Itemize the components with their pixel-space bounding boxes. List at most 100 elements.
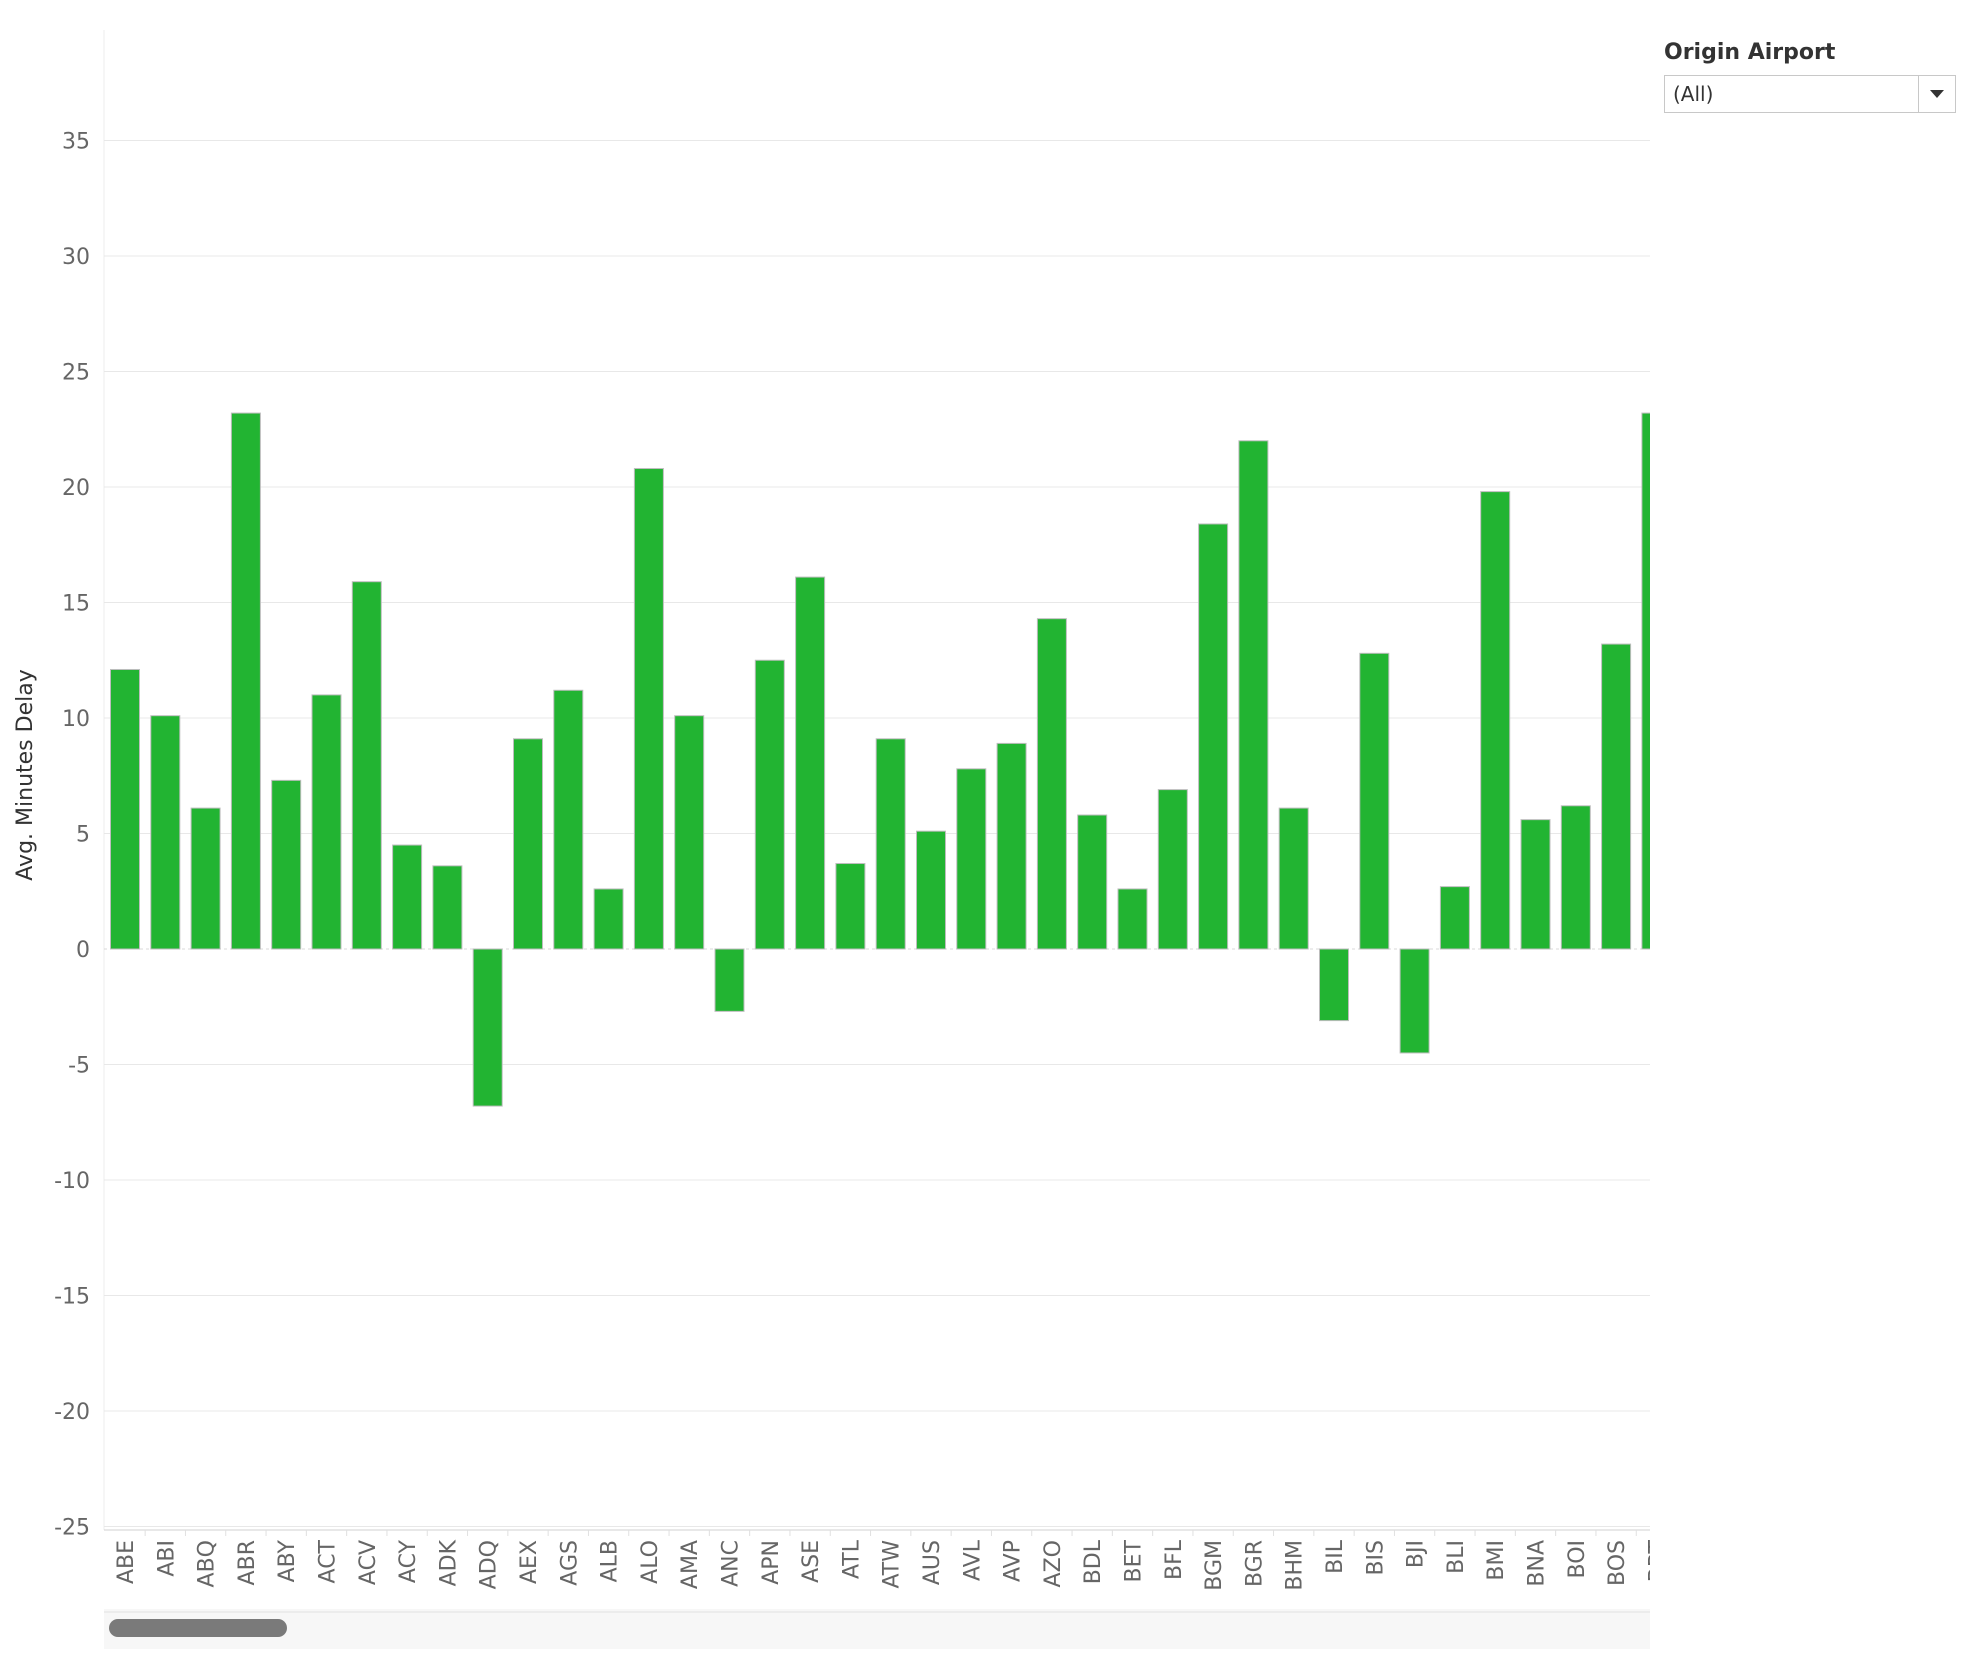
bar-act[interactable] bbox=[311, 694, 342, 950]
x-tick-label: AEX bbox=[517, 1540, 542, 1584]
bar-bet[interactable] bbox=[1117, 888, 1148, 950]
y-tick-label: -20 bbox=[54, 1400, 90, 1425]
x-tick-label: ADQ bbox=[477, 1540, 502, 1589]
y-tick-label: 30 bbox=[62, 245, 90, 270]
bar-bos[interactable] bbox=[1601, 643, 1632, 950]
x-tick-label: BGM bbox=[1202, 1540, 1227, 1591]
y-axis-title: Avg. Minutes Delay bbox=[13, 669, 38, 880]
y-tick-label: 25 bbox=[62, 361, 90, 386]
x-tick-label: BIS bbox=[1363, 1540, 1388, 1576]
x-axis: ABE ABI ABQ ABR ABY ACT ACV ACY ADK ADQ AEX AGS ALB A… bbox=[104, 1529, 1670, 1591]
x-tick-label: AUS bbox=[920, 1540, 945, 1585]
bar-abi[interactable] bbox=[150, 715, 181, 950]
y-tick-label: 0 bbox=[76, 938, 90, 963]
y-tick-label: -25 bbox=[54, 1516, 90, 1541]
y-tick-label: -15 bbox=[54, 1285, 90, 1310]
x-tick-label: BOS bbox=[1605, 1540, 1630, 1586]
bar-alo[interactable] bbox=[633, 468, 664, 950]
bar-alb[interactable] bbox=[593, 888, 624, 950]
x-tick-label: BNA bbox=[1525, 1540, 1550, 1587]
bar-avp[interactable] bbox=[996, 742, 1027, 950]
x-tick-label: BFL bbox=[1162, 1539, 1187, 1580]
bar-abr[interactable] bbox=[230, 412, 261, 950]
bar-adk[interactable] bbox=[432, 865, 463, 950]
x-tick-label: BHM bbox=[1283, 1540, 1308, 1591]
x-tick-label: ABI bbox=[154, 1540, 179, 1577]
bar-aus[interactable] bbox=[916, 830, 946, 950]
bar-acy[interactable] bbox=[392, 844, 423, 950]
chevron-down-icon bbox=[1930, 90, 1944, 98]
x-tick-label: BLI bbox=[1444, 1540, 1469, 1574]
bar-azo[interactable] bbox=[1036, 618, 1067, 950]
bar-atw[interactable] bbox=[875, 738, 906, 950]
x-tick-label: ACV bbox=[356, 1540, 381, 1585]
x-tick-label: BRT bbox=[1645, 1539, 1670, 1582]
x-tick-label: ABR bbox=[235, 1540, 260, 1585]
bar-bil[interactable] bbox=[1319, 948, 1349, 1022]
bar-bji[interactable] bbox=[1399, 948, 1430, 1054]
scrollbar-track[interactable] bbox=[104, 1609, 1650, 1649]
bar-anc[interactable] bbox=[714, 948, 745, 1012]
x-tick-label: AGS bbox=[557, 1540, 582, 1586]
bar-atl[interactable] bbox=[835, 863, 866, 950]
origin-airport-dropdown[interactable]: (All) bbox=[1664, 75, 1956, 113]
bar-bis[interactable] bbox=[1359, 652, 1390, 950]
bar-abq[interactable] bbox=[190, 807, 221, 950]
bar-bmi[interactable] bbox=[1480, 491, 1511, 950]
bar-bhm[interactable] bbox=[1278, 807, 1309, 950]
x-tick-label: ADK bbox=[436, 1539, 461, 1586]
bar-bgr[interactable] bbox=[1238, 440, 1269, 950]
x-tick-label: ANC bbox=[719, 1540, 744, 1587]
x-tick-label: ATL bbox=[839, 1539, 864, 1579]
y-tick-label: 15 bbox=[62, 592, 90, 617]
bar-boi[interactable] bbox=[1560, 805, 1591, 950]
x-tick-label: AVL bbox=[960, 1539, 985, 1581]
x-tick-label: AVP bbox=[1001, 1540, 1026, 1582]
y-tick-label: 20 bbox=[62, 476, 90, 501]
bar-ags[interactable] bbox=[553, 689, 584, 950]
x-tick-label: ASE bbox=[799, 1540, 824, 1583]
y-tick-label: 5 bbox=[76, 823, 90, 848]
x-tick-label: ACT bbox=[316, 1539, 341, 1583]
bar-bgm[interactable] bbox=[1198, 523, 1229, 950]
bar-bli[interactable] bbox=[1439, 886, 1470, 950]
y-tick-label: 35 bbox=[62, 130, 90, 155]
bar-avl[interactable] bbox=[956, 768, 987, 950]
bar-bna[interactable] bbox=[1520, 819, 1551, 950]
bar-aex[interactable] bbox=[513, 738, 543, 950]
bar-ama[interactable] bbox=[674, 715, 705, 950]
x-tick-label: AZO bbox=[1041, 1540, 1066, 1587]
y-tick-label: 10 bbox=[62, 707, 90, 732]
x-tick-label: ALO bbox=[638, 1540, 663, 1584]
bar-brt[interactable] bbox=[1641, 412, 1671, 950]
bar-bfl[interactable] bbox=[1157, 789, 1188, 950]
x-tick-label: BMI bbox=[1484, 1540, 1509, 1581]
x-tick-label: AMA bbox=[678, 1540, 703, 1589]
x-tick-label: BIL bbox=[1323, 1539, 1348, 1574]
y-tick-label: -10 bbox=[54, 1169, 90, 1194]
filter-title: Origin Airport bbox=[1664, 40, 1836, 65]
bar-abe[interactable] bbox=[110, 668, 140, 950]
dropdown-button[interactable] bbox=[1918, 76, 1955, 112]
y-axis: 35 30 25 20 15 10 5 0 -5 -10 -15 -20 -25 bbox=[54, 130, 90, 1541]
horizontal-scrollbar[interactable] bbox=[104, 1609, 1650, 1649]
dropdown-selected-value: (All) bbox=[1673, 82, 1714, 106]
x-tick-label: ALB bbox=[598, 1540, 623, 1582]
bar-aby[interactable] bbox=[271, 779, 302, 950]
bar-adq[interactable] bbox=[472, 948, 503, 1107]
bars bbox=[110, 412, 1671, 1107]
bar-acv[interactable] bbox=[351, 581, 382, 950]
bar-ase[interactable] bbox=[795, 576, 826, 950]
x-tick-label: BJI bbox=[1404, 1540, 1429, 1568]
scrollbar-thumb[interactable] bbox=[109, 1619, 287, 1637]
x-tick-label: BET bbox=[1122, 1539, 1147, 1582]
x-tick-label: ABQ bbox=[195, 1540, 220, 1587]
bar-bdl[interactable] bbox=[1077, 814, 1108, 950]
x-tick-label: BGR bbox=[1242, 1540, 1267, 1587]
bar-apn[interactable] bbox=[754, 659, 785, 950]
x-tick-label: ABE bbox=[114, 1540, 139, 1584]
x-tick-label: APN bbox=[759, 1540, 784, 1585]
x-tick-label: ATW bbox=[880, 1540, 905, 1589]
